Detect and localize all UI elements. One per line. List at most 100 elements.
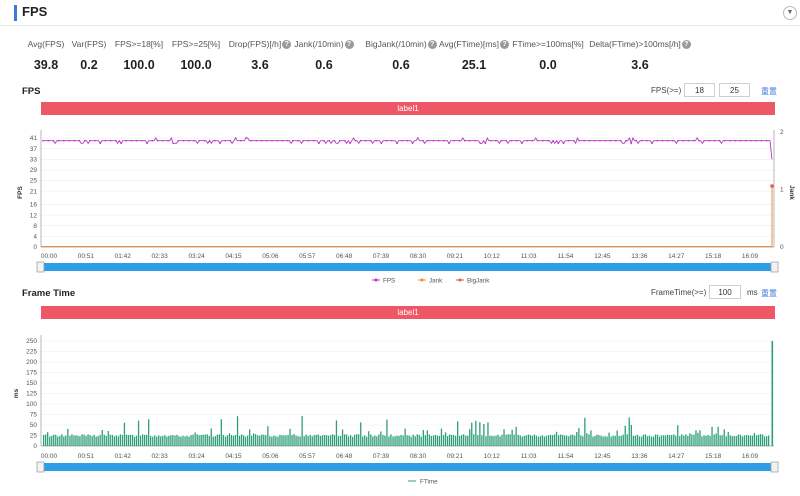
y-tick-label: 29 [30, 167, 38, 174]
help-icon[interactable]: ? [282, 40, 292, 50]
fps-point [250, 139, 252, 142]
x-tick-label: 00:00 [41, 253, 58, 260]
fps-point [510, 139, 513, 142]
ftime-bar [610, 436, 612, 446]
help-icon[interactable]: ? [499, 40, 509, 50]
ftime-bar [325, 435, 327, 446]
fps-threshold-input-1[interactable] [684, 83, 715, 97]
ftime-bar [699, 430, 701, 446]
fps-point [583, 139, 586, 142]
ftime-bar [432, 435, 435, 446]
stat-value: 0.2 [80, 58, 98, 72]
ftime-bar [129, 434, 132, 446]
y-tick-label: 0 [33, 443, 37, 450]
stat-value: 3.6 [631, 58, 649, 72]
ftime-bar [568, 436, 570, 446]
ftime-bar [667, 434, 669, 446]
fps-point [57, 139, 60, 142]
ftime-bar [695, 430, 697, 446]
ftime-bar [729, 435, 731, 446]
y-axis-label: FPS [17, 186, 24, 199]
fps-point [708, 139, 710, 142]
x-tick-label: 14:27 [668, 453, 685, 460]
fps-point [713, 139, 716, 142]
fps-point [448, 142, 450, 145]
ftime-bar [640, 436, 643, 446]
ftime-bar [146, 434, 148, 446]
fps-point [458, 139, 461, 142]
fps-point [229, 139, 232, 142]
ftime-bar [242, 435, 245, 446]
ftime-bar [299, 436, 301, 446]
y-tick-label: 175 [26, 370, 37, 377]
fps-point [349, 142, 351, 145]
ftime-bar [398, 435, 400, 446]
ftime-bar [648, 435, 651, 446]
ftime-bar [711, 426, 713, 446]
help-icon[interactable]: ? [427, 40, 437, 50]
legend-label: FPS [383, 277, 395, 284]
ftime-bar [45, 434, 47, 446]
fps-point [214, 139, 216, 142]
x-tick-label: 03:24 [188, 453, 205, 460]
ftime-bar [111, 434, 113, 446]
ftime-bar [315, 434, 317, 446]
ftime-bar [63, 436, 65, 446]
fps-point [260, 139, 263, 142]
fps-threshold-label: FPS(>=) [651, 86, 682, 95]
help-icon[interactable]: ? [344, 40, 354, 50]
ftime-bar [347, 436, 350, 446]
fps-threshold-input-2[interactable] [719, 83, 750, 97]
legend-marker [420, 278, 424, 282]
help-icon[interactable]: ? [681, 40, 691, 50]
x-tick-label: 16:09 [742, 253, 759, 260]
ftime-bar [452, 435, 455, 446]
x-tick-label: 02:33 [152, 253, 169, 260]
y-tick-label: 150 [26, 380, 37, 387]
ftime-bar [541, 435, 544, 446]
ft-reset-button[interactable]: 重置 [761, 289, 777, 298]
ftime-bar [713, 434, 715, 446]
chevron-down-icon[interactable]: ▼ [783, 6, 797, 20]
stat-label: FTime>=100ms[%] [488, 38, 608, 50]
fps-point [443, 139, 445, 142]
ftime-bar [350, 435, 352, 446]
legend-label: BigJank [467, 277, 490, 284]
ftime-bar [529, 435, 531, 446]
ftime-bar [180, 436, 182, 446]
ftime-bar [259, 435, 261, 446]
ftime-bar [107, 431, 109, 446]
ftime-bar [689, 433, 691, 446]
ftime-bar [656, 434, 659, 446]
ftime-bar [745, 435, 748, 446]
fps-point [406, 139, 409, 142]
fps-point [318, 142, 320, 145]
fps-reset-button[interactable]: 重置 [761, 87, 777, 96]
fps-point [188, 139, 190, 142]
ftime-bar [345, 434, 348, 446]
ftime-bar [176, 434, 178, 446]
ftime-bar [293, 434, 295, 446]
ftime-bar [49, 436, 51, 446]
ft-threshold-input[interactable] [709, 285, 741, 299]
y-tick-label: 75 [30, 412, 38, 419]
ftime-bar [309, 434, 311, 446]
ftime-bar [463, 434, 465, 446]
y-tick-label: 100 [26, 401, 37, 408]
fps-point [526, 139, 528, 142]
ftime-bar [507, 434, 509, 446]
fps-point [489, 139, 492, 142]
ftime-bar [551, 435, 554, 446]
fps-point [78, 139, 81, 142]
ftime-bar [376, 436, 378, 446]
fps-point [599, 139, 601, 142]
bigjank-point [770, 184, 774, 188]
ftime-bar [121, 435, 124, 446]
ftime-bar [279, 434, 281, 446]
ftime-bar [416, 434, 418, 446]
fps-point [479, 142, 481, 145]
ftime-bar [168, 435, 170, 446]
fps-point [729, 139, 731, 142]
stat-label-text: Drop(FPS)[/h] [228, 39, 282, 49]
ftime-bar [426, 430, 428, 446]
